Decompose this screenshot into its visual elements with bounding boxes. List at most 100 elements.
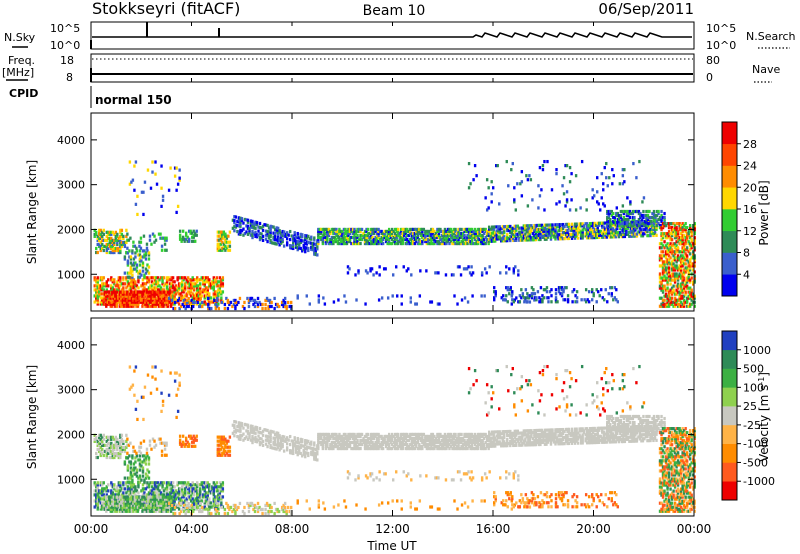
power-cell [454,241,457,246]
power-cell [473,227,477,232]
power-cell [655,221,658,225]
power-cell [481,237,484,242]
power-cell [165,280,169,284]
power-cell [132,240,135,244]
power-cell [176,278,179,282]
power-cell [202,290,205,294]
power-cell [481,233,484,238]
power-cell [148,238,152,242]
power-cell [673,292,677,296]
power-cell [691,300,695,304]
velocity-cell [144,503,147,507]
power-cell [143,180,147,184]
power-cell [138,249,142,253]
power-cell [639,222,642,226]
power-cell [638,232,642,236]
power-cell [611,227,614,231]
power-cell [356,227,359,232]
power-cell [254,226,257,230]
power-cell [590,227,593,232]
power-cell [111,294,114,298]
velocity-cell [96,485,99,489]
power-cell [117,298,120,302]
power-cell [673,236,677,240]
power-cell [688,264,692,268]
power-cell [664,278,668,282]
power-cell [183,284,187,288]
power-cell [313,236,316,240]
power-cell [503,237,506,241]
power-cell [223,306,227,311]
power-cell [646,213,650,218]
velocity-cell [110,481,113,485]
power-cell [168,288,172,292]
power-cell [690,264,693,268]
power-cell [565,200,569,204]
velocity-cell [167,493,170,497]
power-cell [313,246,316,250]
velocity-cell [168,487,172,491]
power-cell [197,290,200,294]
power-cell [524,234,527,238]
velocity-cell [105,487,108,491]
velocity-cell [95,495,98,499]
power-cell [504,239,507,243]
power-cell [631,226,634,230]
power-cell [123,257,127,261]
power-cell [249,296,252,301]
power-cell [497,225,500,229]
power-cell [666,222,669,226]
power-cell [666,248,669,252]
power-cell [463,296,467,300]
power-cell [641,234,645,238]
power-cell [551,223,554,227]
power-cell [395,237,398,242]
power-cell [115,298,119,302]
power-cell [123,282,127,286]
power-cell [646,228,649,232]
velocity-cell [133,497,137,501]
power-cell [623,168,626,172]
power-cell [147,296,150,300]
power-cell [163,242,167,246]
power-cell [258,238,262,242]
power-cell [679,274,683,278]
velocity-cell [96,507,99,511]
power-cell [484,241,487,246]
power-cell [261,234,265,238]
power-cell [110,230,113,234]
power-cell [247,300,251,305]
power-cell [580,298,583,302]
power-cell [527,224,530,228]
power-cell [380,235,383,240]
power-cell [652,222,656,226]
power-cell [675,300,678,304]
power-cell [666,232,669,236]
power-cell [660,217,663,222]
power-cell [506,235,509,239]
power-cell [129,276,133,280]
power-cell [114,246,118,251]
velocity-cell [212,483,216,487]
power-cell [437,229,441,234]
power-cell [304,248,307,252]
power-cell [502,298,505,302]
power-cell [592,292,595,296]
power-cell [684,290,687,294]
velocity-cell [117,489,121,493]
power-cell [661,288,665,292]
power-cell [175,210,178,215]
power-cell [670,286,674,290]
power-cell [150,296,153,300]
power-cell [664,234,668,238]
power-cell [682,228,686,232]
power-cell [336,233,340,238]
power-cell [381,231,385,236]
power-cell [375,231,379,236]
velocity-cell [215,481,219,485]
power-cell [418,237,421,242]
power-cell [344,235,347,240]
power-cell [670,250,674,254]
power-cell [237,218,241,222]
power-cell [99,228,102,232]
